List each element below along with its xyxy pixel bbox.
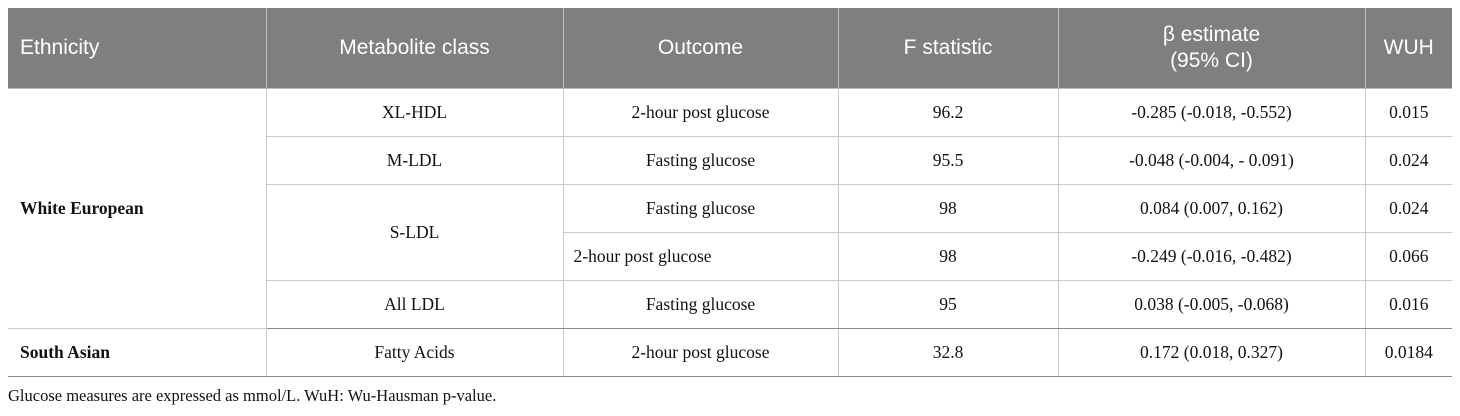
table-header-row: Ethnicity Metabolite class Outcome F sta… bbox=[8, 8, 1452, 89]
header-metabolite-class: Metabolite class bbox=[266, 8, 564, 89]
results-table-container: Ethnicity Metabolite class Outcome F sta… bbox=[8, 8, 1452, 377]
f-statistic-cell: 32.8 bbox=[838, 328, 1059, 377]
wuh-cell: 0.066 bbox=[1365, 232, 1452, 281]
table-row: All LDL Fasting glucose 95 0.038 (-0.005… bbox=[8, 280, 1452, 329]
outcome-cell: 2-hour post glucose bbox=[563, 232, 839, 281]
wuh-cell: 0.024 bbox=[1365, 136, 1452, 185]
beta-cell: 0.172 (0.018, 0.327) bbox=[1058, 328, 1366, 377]
ethnicity-cell-south-asian: South Asian bbox=[8, 328, 267, 377]
wuh-cell: 0.015 bbox=[1365, 88, 1452, 137]
metabolite-cell: M-LDL bbox=[266, 136, 564, 185]
outcome-cell: Fasting glucose bbox=[563, 280, 839, 329]
beta-cell: -0.249 (-0.016, -0.482) bbox=[1058, 232, 1366, 281]
beta-cell: -0.048 (-0.004, - 0.091) bbox=[1058, 136, 1366, 185]
metabolite-cell: Fatty Acids bbox=[266, 328, 564, 377]
table-row: M-LDL Fasting glucose 95.5 -0.048 (-0.00… bbox=[8, 136, 1452, 185]
header-ethnicity: Ethnicity bbox=[8, 8, 267, 89]
table-row: S-LDL Fasting glucose 98 0.084 (0.007, 0… bbox=[8, 184, 1452, 281]
f-statistic-cell: 98 bbox=[838, 232, 1059, 281]
f-statistic-cell: 96.2 bbox=[838, 88, 1059, 137]
metabolite-cell: XL-HDL bbox=[266, 88, 564, 137]
outcome-cell: 2-hour post glucose bbox=[563, 328, 839, 377]
table-row: White European XL-HDL 2-hour post glucos… bbox=[8, 88, 1452, 329]
header-beta-estimate: β estimate (95% CI) bbox=[1058, 8, 1366, 89]
header-f-statistic: F statistic bbox=[838, 8, 1059, 89]
beta-cell: -0.285 (-0.018, -0.552) bbox=[1058, 88, 1366, 137]
f-statistic-cell: 98 bbox=[838, 184, 1059, 233]
metabolite-cell: All LDL bbox=[266, 280, 564, 329]
header-outcome: Outcome bbox=[563, 8, 839, 89]
wuh-cell: 0.016 bbox=[1365, 280, 1452, 329]
f-statistic-cell: 95 bbox=[838, 280, 1059, 329]
wuh-cell: 0.0184 bbox=[1365, 328, 1452, 377]
outcome-cell: Fasting glucose bbox=[563, 184, 839, 233]
header-beta-line1: β estimate bbox=[1162, 23, 1261, 46]
outcome-cell: Fasting glucose bbox=[563, 136, 839, 185]
table-row: 2-hour post glucose 98 -0.249 (-0.016, -… bbox=[8, 232, 1452, 281]
f-statistic-cell: 95.5 bbox=[838, 136, 1059, 185]
beta-cell: 0.084 (0.007, 0.162) bbox=[1058, 184, 1366, 233]
wuh-cell: 0.024 bbox=[1365, 184, 1452, 233]
results-table: Ethnicity Metabolite class Outcome F sta… bbox=[8, 8, 1452, 377]
beta-cell: 0.038 (-0.005, -0.068) bbox=[1058, 280, 1366, 329]
outcome-cell: 2-hour post glucose bbox=[563, 88, 839, 137]
table-row: South Asian Fatty Acids 2-hour post gluc… bbox=[8, 328, 1452, 377]
ethnicity-cell-white-european: White European bbox=[8, 88, 267, 329]
metabolite-cell: S-LDL bbox=[266, 184, 564, 281]
header-wuh: WUH bbox=[1365, 8, 1452, 89]
table-footnote: Glucose measures are expressed as mmol/L… bbox=[8, 386, 497, 405]
header-beta-line2: (95% CI) bbox=[1170, 49, 1253, 72]
